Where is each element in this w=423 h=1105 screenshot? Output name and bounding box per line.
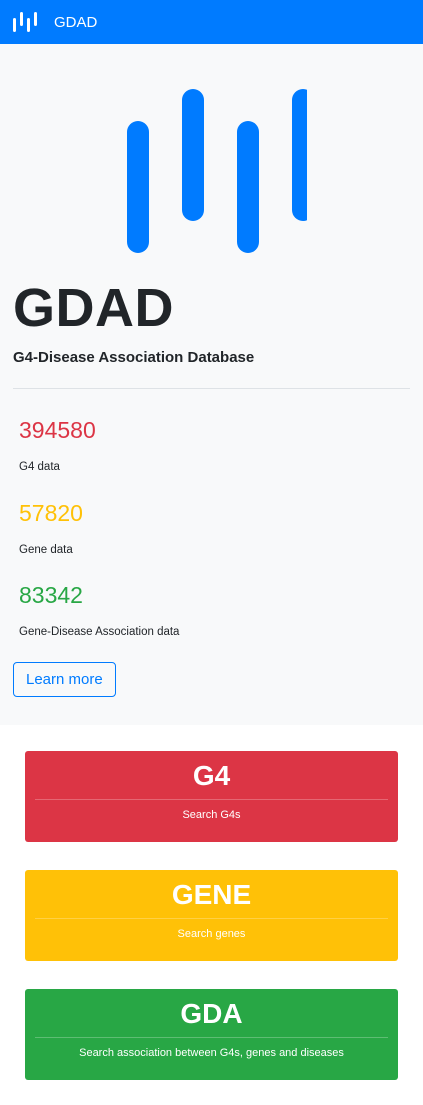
card-divider xyxy=(35,918,388,919)
page-title: GDAD xyxy=(13,278,174,338)
stat-gda: 83342 Gene-Disease Association data xyxy=(13,584,410,639)
card-gda-title: GDA xyxy=(180,998,243,1029)
stat-g4: 394580 G4 data xyxy=(13,419,410,474)
card-gda-text: Search association between G4s, genes an… xyxy=(79,1047,344,1059)
card-gene-text: Search genes xyxy=(177,928,246,940)
stat-gene-label: Gene data xyxy=(19,543,73,556)
card-divider xyxy=(35,1037,388,1038)
stat-gda-value: 83342 xyxy=(19,582,83,608)
card-gda[interactable]: GDA Search association between G4s, gene… xyxy=(25,989,398,1080)
stat-g4-value: 394580 xyxy=(19,417,96,443)
card-g4-title: G4 xyxy=(192,760,231,791)
navbar: GDAD xyxy=(0,0,423,44)
stat-gda-label: Gene-Disease Association data xyxy=(19,626,180,638)
card-gene[interactable]: GENE Search genes xyxy=(25,870,398,961)
gdad-large-logo-icon xyxy=(126,89,307,253)
card-g4[interactable]: G4 Search G4s xyxy=(25,751,398,842)
stat-g4-label: G4 data xyxy=(19,461,60,473)
card-divider xyxy=(35,799,388,800)
stat-gene: 57820 Gene data xyxy=(13,499,410,557)
search-cards: G4 Search G4s GENE Search genes GDA Sear… xyxy=(0,725,423,1080)
card-g4-text: Search G4s xyxy=(182,809,241,821)
gdad-logo-icon[interactable] xyxy=(12,10,40,34)
divider xyxy=(13,388,410,389)
learn-more-button[interactable]: Learn more xyxy=(13,661,116,697)
hero-jumbotron: GDAD G4-Disease Association Database 394… xyxy=(0,44,423,725)
navbar-brand[interactable]: GDAD xyxy=(54,13,98,31)
page-subtitle: G4-Disease Association Database xyxy=(13,349,255,366)
stat-gene-value: 57820 xyxy=(19,499,83,526)
card-gene-title: GENE xyxy=(171,879,252,910)
